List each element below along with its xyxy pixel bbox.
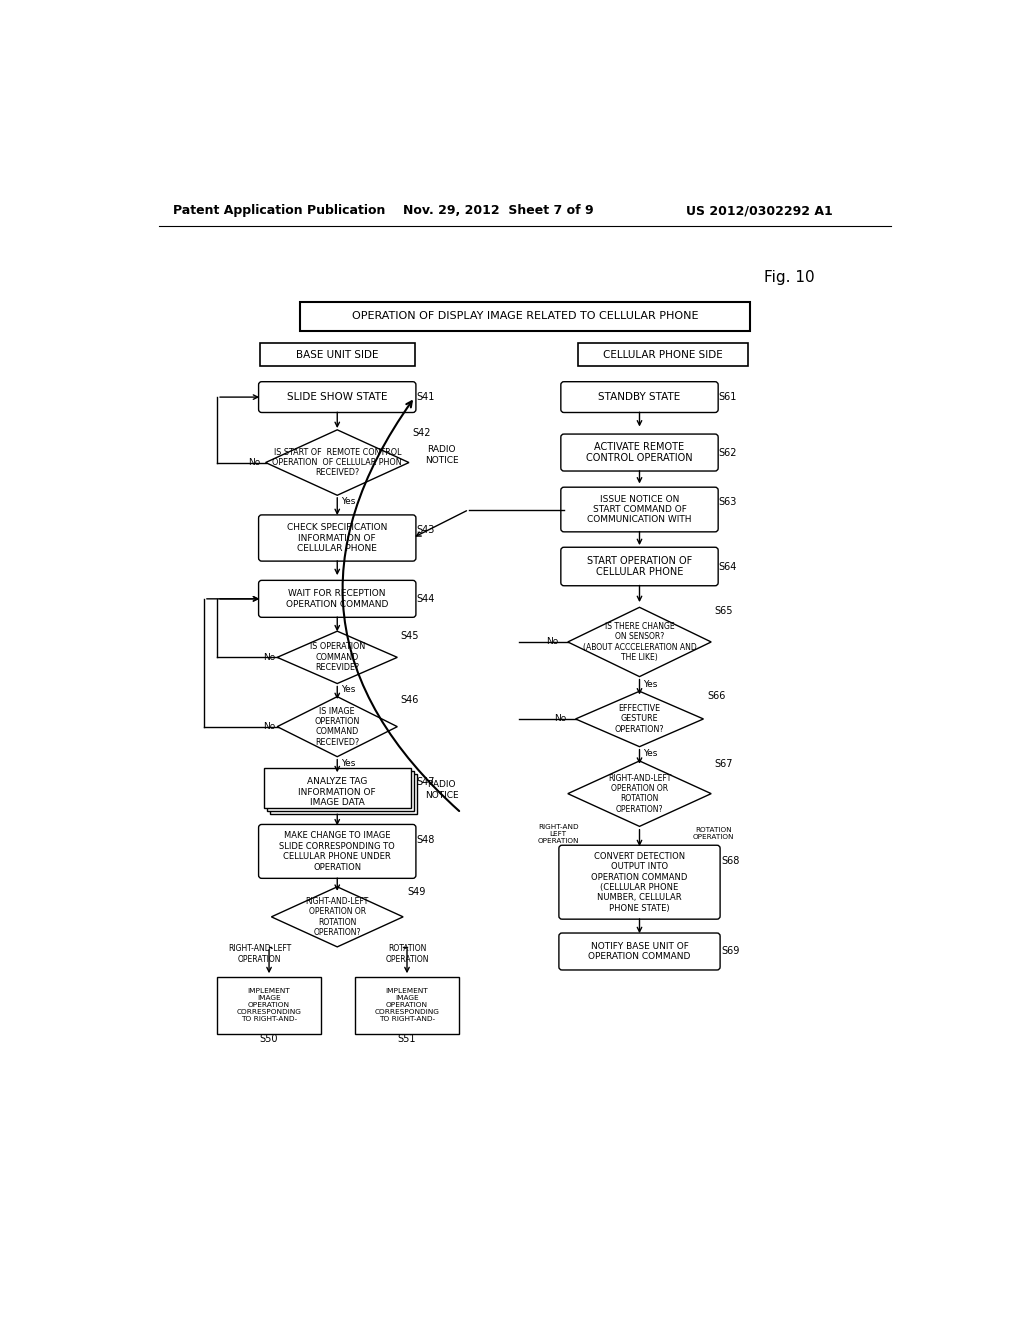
Text: S50: S50 [260,1035,279,1044]
Bar [270,775,417,814]
Polygon shape [278,631,397,684]
Text: STANDBY STATE: STANDBY STATE [598,392,681,403]
Bar [263,768,411,808]
Text: ACTIVATE REMOTE
CONTROL OPERATION: ACTIVATE REMOTE CONTROL OPERATION [586,442,693,463]
Text: S65: S65 [715,606,733,616]
Text: S48: S48 [417,834,434,845]
Text: ROTATION
OPERATION: ROTATION OPERATION [385,944,429,964]
FancyBboxPatch shape [561,381,718,412]
Text: NOTIFY BASE UNIT OF
OPERATION COMMAND: NOTIFY BASE UNIT OF OPERATION COMMAND [589,941,690,961]
Text: ISSUE NOTICE ON
START COMMAND OF
COMMUNICATION WITH: ISSUE NOTICE ON START COMMAND OF COMMUNI… [587,495,692,524]
Text: S43: S43 [417,525,434,536]
Text: IS OPERATION
COMMAND
RECEVIDE?: IS OPERATION COMMAND RECEVIDE? [309,643,365,672]
FancyBboxPatch shape [561,434,718,471]
Text: Yes: Yes [643,680,657,689]
Text: OPERATION OF DISPLAY IMAGE RELATED TO CELLULAR PHONE: OPERATION OF DISPLAY IMAGE RELATED TO CE… [351,312,698,321]
Text: RIGHT-AND-LEFT
OPERATION OR
ROTATION
OPERATION?: RIGHT-AND-LEFT OPERATION OR ROTATION OPE… [305,896,369,937]
Text: S46: S46 [400,694,419,705]
Text: CHECK SPECIFICATION
INFORMATION OF
CELLULAR PHONE: CHECK SPECIFICATION INFORMATION OF CELLU… [287,523,387,553]
Text: ANALYZE TAG
INFORMATION OF
IMAGE DATA: ANALYZE TAG INFORMATION OF IMAGE DATA [298,777,376,807]
Text: S64: S64 [719,561,737,572]
FancyBboxPatch shape [259,515,416,561]
Text: Fig. 10: Fig. 10 [764,271,814,285]
Bar [354,977,460,1035]
Text: S49: S49 [407,887,425,898]
Text: No: No [263,722,275,731]
FancyBboxPatch shape [559,933,720,970]
Text: CELLULAR PHONE SIDE: CELLULAR PHONE SIDE [603,350,723,360]
Polygon shape [265,430,409,495]
Text: S66: S66 [708,690,726,701]
Text: S47: S47 [417,777,435,787]
Text: S42: S42 [413,428,431,438]
FancyBboxPatch shape [561,548,718,586]
Text: No: No [263,653,275,661]
Text: IS IMAGE
OPERATION
COMMAND
RECEIVED?: IS IMAGE OPERATION COMMAND RECEIVED? [314,706,360,747]
Text: No: No [547,638,559,647]
Text: US 2012/0302292 A1: US 2012/0302292 A1 [686,205,833,218]
Text: Nov. 29, 2012  Sheet 7 of 9: Nov. 29, 2012 Sheet 7 of 9 [403,205,594,218]
Text: S68: S68 [721,855,739,866]
Polygon shape [568,760,712,826]
Text: S62: S62 [719,447,737,458]
Text: IMPLEMENT
IMAGE
OPERATION
CORRESPONDING
TO RIGHT-AND-: IMPLEMENT IMAGE OPERATION CORRESPONDING … [375,989,439,1023]
Text: S63: S63 [719,496,737,507]
FancyBboxPatch shape [259,825,416,878]
Text: S51: S51 [397,1035,416,1044]
Text: RIGHT-AND-LEFT
OPERATION OR
ROTATION
OPERATION?: RIGHT-AND-LEFT OPERATION OR ROTATION OPE… [608,774,671,813]
Text: No: No [554,714,566,723]
Polygon shape [568,607,712,677]
Text: ROTATION
OPERATION: ROTATION OPERATION [692,828,734,841]
Bar [217,977,322,1035]
Text: WAIT FOR RECEPTION
OPERATION COMMAND: WAIT FOR RECEPTION OPERATION COMMAND [286,589,388,609]
FancyBboxPatch shape [259,581,416,618]
Bar [266,771,414,812]
Text: S61: S61 [719,392,737,403]
Text: S41: S41 [417,392,434,403]
Text: Yes: Yes [341,759,355,768]
Text: S67: S67 [715,759,733,770]
Text: CONVERT DETECTION
OUTPUT INTO
OPERATION COMMAND
(CELLULAR PHONE
NUMBER, CELLULAR: CONVERT DETECTION OUTPUT INTO OPERATION … [591,851,688,912]
Text: S45: S45 [400,631,419,640]
Text: Yes: Yes [341,685,355,694]
Text: RADIO
NOTICE: RADIO NOTICE [425,445,459,465]
Text: IS THERE CHANGE
ON SENSOR?
(ABOUT ACCCELERATION AND
THE LIKE): IS THERE CHANGE ON SENSOR? (ABOUT ACCCEL… [583,622,696,663]
Bar [300,302,750,331]
Text: IS START OF  REMOTE CONTROL
OPERATION  OF CELLULAR PHON
RECEIVED?: IS START OF REMOTE CONTROL OPERATION OF … [272,447,402,478]
Bar [260,343,415,367]
Text: EFFECTIVE
GESTURE
OPERATION?: EFFECTIVE GESTURE OPERATION? [614,704,665,734]
FancyBboxPatch shape [561,487,718,532]
Text: BASE UNIT SIDE: BASE UNIT SIDE [296,350,379,360]
Text: S44: S44 [417,594,434,603]
Text: RADIO
NOTICE: RADIO NOTICE [425,780,459,800]
Text: Patent Application Publication: Patent Application Publication [173,205,385,218]
Text: IMPLEMENT
IMAGE
OPERATION
CORRESPONDING
TO RIGHT-AND-: IMPLEMENT IMAGE OPERATION CORRESPONDING … [237,989,301,1023]
Polygon shape [271,887,403,946]
Text: RIGHT-AND
LEFT
OPERATION: RIGHT-AND LEFT OPERATION [538,824,579,843]
Text: Yes: Yes [341,496,355,506]
Text: S69: S69 [721,946,739,957]
Text: Yes: Yes [643,750,657,758]
FancyBboxPatch shape [559,845,720,919]
Text: No: No [248,458,260,467]
Polygon shape [278,697,397,756]
Polygon shape [575,692,703,747]
Text: RIGHT-AND-LEFT
OPERATION: RIGHT-AND-LEFT OPERATION [228,944,292,964]
Text: MAKE CHANGE TO IMAGE
SLIDE CORRESPONDING TO
CELLULAR PHONE UNDER
OPERATION: MAKE CHANGE TO IMAGE SLIDE CORRESPONDING… [280,832,395,871]
Text: SLIDE SHOW STATE: SLIDE SHOW STATE [287,392,387,403]
Text: START OPERATION OF
CELLULAR PHONE: START OPERATION OF CELLULAR PHONE [587,556,692,577]
Bar [578,343,748,367]
FancyBboxPatch shape [259,381,416,412]
